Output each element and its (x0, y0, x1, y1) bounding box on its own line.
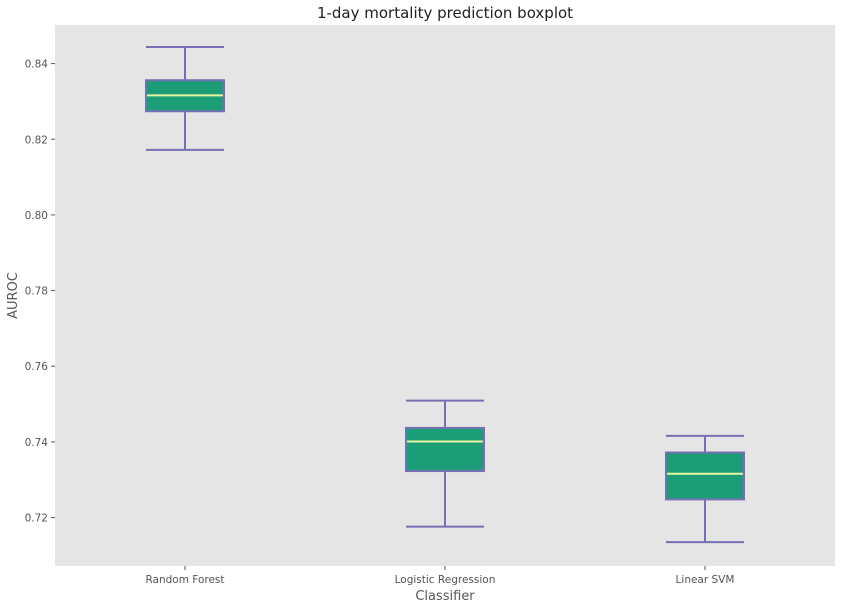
box-group (405, 399, 485, 528)
x-tick-label: Linear SVM (676, 574, 735, 586)
y-tick-label: 0.78 (25, 286, 48, 298)
y-tick-label: 0.76 (25, 361, 49, 373)
x-tick-label: Logistic Regression (395, 574, 496, 586)
y-axis: 0.72 0.74 0.76 0.78 0.80 0.82 0.84 (25, 59, 55, 525)
x-axis: Random Forest Logistic Regression Linear S… (145, 566, 734, 586)
y-tick-label: 0.82 (25, 134, 48, 146)
chart-title: 1-day mortality prediction boxplot (317, 4, 573, 22)
y-tick-label: 0.84 (25, 59, 49, 71)
box-group (665, 434, 745, 544)
x-axis-label: Classifier (415, 589, 475, 604)
x-tick-label: Random Forest (145, 574, 224, 586)
y-tick-label: 0.74 (25, 437, 49, 449)
y-tick-label: 0.72 (25, 513, 48, 525)
boxes-layer (145, 45, 745, 544)
box-iqr (665, 451, 745, 501)
y-axis-label: AUROC (6, 272, 21, 319)
y-tick-label: 0.80 (25, 210, 48, 222)
box-group (145, 45, 225, 151)
box-iqr (405, 426, 485, 473)
